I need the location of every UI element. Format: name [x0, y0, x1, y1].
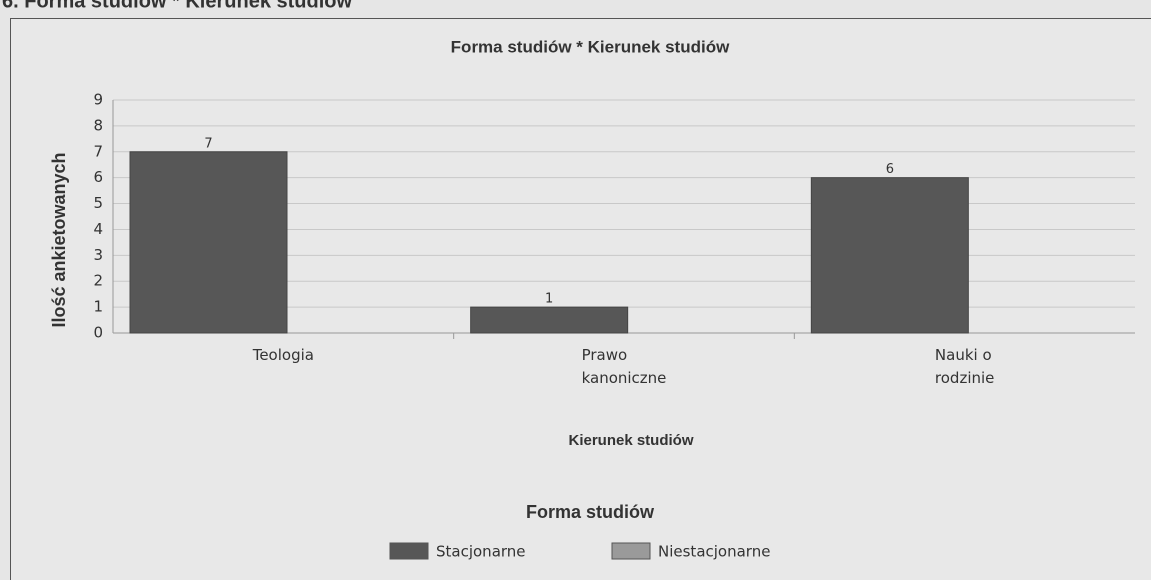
y-tick-label: 8 — [93, 116, 103, 134]
y-tick-label: 3 — [93, 246, 103, 264]
data-label: 1 — [545, 292, 553, 307]
x-tick-label: Teologia — [252, 346, 314, 364]
bar — [129, 151, 288, 334]
bar — [810, 177, 969, 334]
x-axis-title: Kierunek studiów — [568, 432, 693, 449]
legend-label: Stacjonarne — [436, 543, 526, 561]
y-tick-label: 0 — [93, 324, 103, 342]
y-tick-label: 5 — [93, 194, 103, 212]
page-heading: 6. Forma studiów * Kierunek studiów — [2, 0, 352, 12]
legend-swatch — [611, 542, 651, 560]
y-tick-label: 1 — [93, 298, 103, 316]
data-label: 7 — [204, 136, 212, 151]
chart-title: Forma studiów * Kierunek studiów — [451, 37, 730, 56]
x-tick-label: Nauki o rodzinie — [934, 346, 995, 387]
legend-swatch — [389, 542, 429, 560]
y-tick-label: 9 — [93, 91, 103, 109]
y-tick-label: 6 — [93, 168, 103, 186]
bar — [470, 306, 629, 334]
y-tick-label: 2 — [93, 272, 103, 290]
y-tick-label: 4 — [93, 220, 103, 238]
y-tick-label: 7 — [93, 142, 103, 160]
y-axis-title: Ilość ankietowanych — [49, 152, 69, 327]
x-tick-label: Prawo kanoniczne — [581, 346, 667, 387]
data-label: 6 — [886, 162, 894, 177]
legend-title: Forma studiów — [526, 502, 655, 522]
legend-label: Niestacjonarne — [658, 543, 770, 561]
